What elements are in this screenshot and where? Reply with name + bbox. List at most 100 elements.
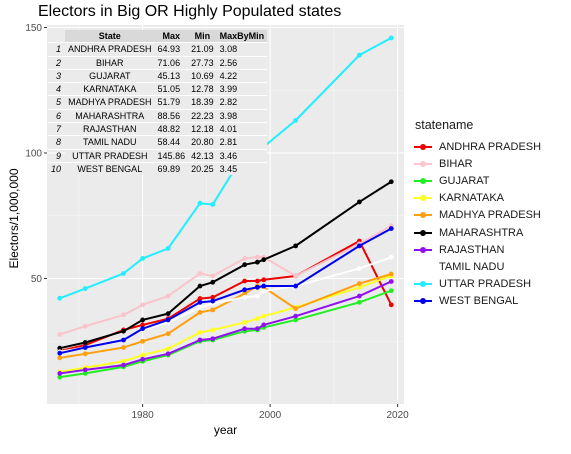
table-cell-max: 88.56 xyxy=(154,108,189,123)
table-cell-max: 145.86 xyxy=(154,148,189,163)
data-point xyxy=(197,304,203,310)
table-row: 5 MADHYA PRADESH 51.79 18.39 2.82 xyxy=(48,95,268,110)
data-point xyxy=(254,326,260,332)
data-point xyxy=(293,317,299,323)
data-point xyxy=(121,337,126,343)
table-cell-state: ANDHRA PRADESH xyxy=(65,42,155,57)
data-point xyxy=(254,293,260,299)
table-cell-max: 64.93 xyxy=(154,42,189,57)
legend-key xyxy=(412,224,434,241)
data-point xyxy=(356,52,362,58)
table-cell-min: 20.25 xyxy=(188,161,217,176)
table-cell-index: 8 xyxy=(48,135,66,150)
data-point xyxy=(210,298,216,304)
legend-label: WEST BENGAL xyxy=(439,295,519,308)
data-point xyxy=(197,299,203,305)
table-cell-state: MADHYA PRADESH xyxy=(65,95,155,110)
data-point xyxy=(210,279,216,285)
data-point xyxy=(388,302,394,308)
legend-label: RAJASTHAN xyxy=(439,243,505,256)
legend-label: MAHARASHTRA xyxy=(439,226,524,239)
legend-label: UTTAR PRADESH xyxy=(439,278,532,291)
legend-title: statename xyxy=(415,118,474,132)
legend-label: ANDHRA PRADESH xyxy=(439,140,542,153)
data-point xyxy=(57,345,63,351)
table-row: 4 KARNATAKA 51.05 12.78 3.99 xyxy=(48,82,268,96)
y-axis-title: Electors/1,000,000 xyxy=(7,168,21,268)
data-point xyxy=(242,278,248,284)
data-point xyxy=(197,283,203,289)
data-point xyxy=(356,293,362,299)
table-row: 10 WEST BENGAL 69.89 20.25 3.45 xyxy=(48,161,268,176)
table-header-row: State Max Min MaxByMin xyxy=(48,30,268,43)
data-point xyxy=(293,306,299,312)
y-tick-label: 100 xyxy=(25,149,42,160)
table-cell-state: GUJARAT xyxy=(65,68,155,83)
data-point xyxy=(388,226,394,231)
data-point xyxy=(388,279,394,284)
legend-item: MAHARASHTRA xyxy=(412,224,541,241)
table-cell-maxbymin: 3.98 xyxy=(216,108,268,123)
table-cell-index: 4 xyxy=(48,82,66,96)
data-point xyxy=(140,338,146,344)
legend-key xyxy=(412,138,434,155)
data-point xyxy=(140,356,146,362)
table-cell-state: TAMIL NADU xyxy=(65,135,155,150)
data-point xyxy=(293,117,299,123)
table-header-index xyxy=(48,30,65,43)
table-cell-max: 51.79 xyxy=(154,95,189,110)
table-header-state: State xyxy=(65,30,155,43)
data-point xyxy=(57,371,63,376)
table-header-min: Min xyxy=(188,30,217,43)
data-point xyxy=(356,243,362,249)
data-point xyxy=(82,345,88,350)
data-point xyxy=(254,284,260,290)
table-cell-min: 12.18 xyxy=(188,122,217,136)
table-cell-maxbymin: 2.56 xyxy=(216,55,268,70)
chart-title: Electors in Big OR Highly Populated stat… xyxy=(38,3,342,20)
table-cell-max: 69.89 xyxy=(154,161,189,176)
data-point xyxy=(210,202,216,207)
data-point xyxy=(210,336,216,342)
data-point xyxy=(57,374,63,380)
table-cell-state: MAHARASHTRA xyxy=(65,108,155,123)
summary-table: State Max Min MaxByMin 1 ANDHRA PRADESH 64… xyxy=(48,30,268,176)
legend-key xyxy=(412,276,434,293)
data-point xyxy=(165,331,171,337)
table-row: 7 RAJASTHAN 48.82 12.18 4.01 xyxy=(48,122,268,136)
data-point xyxy=(197,309,203,315)
data-point xyxy=(293,313,299,319)
table-cell-min: 22.23 xyxy=(188,108,217,123)
data-point xyxy=(57,350,63,356)
table-header-maxbymin: MaxByMin xyxy=(216,30,268,43)
data-point xyxy=(121,271,126,276)
data-point xyxy=(82,340,88,345)
table-row: 3 GUJARAT 45.13 10.69 4.22 xyxy=(48,68,268,83)
data-point xyxy=(356,284,362,290)
data-point xyxy=(140,302,146,308)
data-point xyxy=(293,283,299,289)
data-point xyxy=(210,307,216,313)
legend-label: MADHYA PRADESH xyxy=(439,209,541,222)
table-cell-state: KARNATAKA xyxy=(65,82,155,96)
data-point xyxy=(254,254,260,260)
table-cell-state: WEST BENGAL xyxy=(65,161,155,176)
legend-item: WEST BENGAL xyxy=(412,293,541,310)
table-cell-max: 71.06 xyxy=(154,55,189,70)
data-point xyxy=(165,346,171,352)
data-point xyxy=(388,35,394,41)
legend: statename ANDHRA PRADESH BIHAR GUJARAT KARN… xyxy=(412,118,541,310)
table-header-max: Max xyxy=(154,30,189,43)
table-cell-max: 45.13 xyxy=(154,68,189,83)
data-point xyxy=(242,294,248,300)
table-cell-maxbymin: 3.45 xyxy=(216,161,268,176)
legend-key xyxy=(412,293,434,310)
table-cell-state: BIHAR xyxy=(65,55,155,70)
data-point xyxy=(82,370,88,376)
data-point xyxy=(210,273,216,279)
table-cell-max: 58.44 xyxy=(154,135,189,150)
legend-key xyxy=(412,207,434,224)
table-row: 1 ANDHRA PRADESH 64.93 21.09 3.08 xyxy=(48,42,268,57)
data-point xyxy=(356,281,362,286)
data-point xyxy=(261,288,267,294)
